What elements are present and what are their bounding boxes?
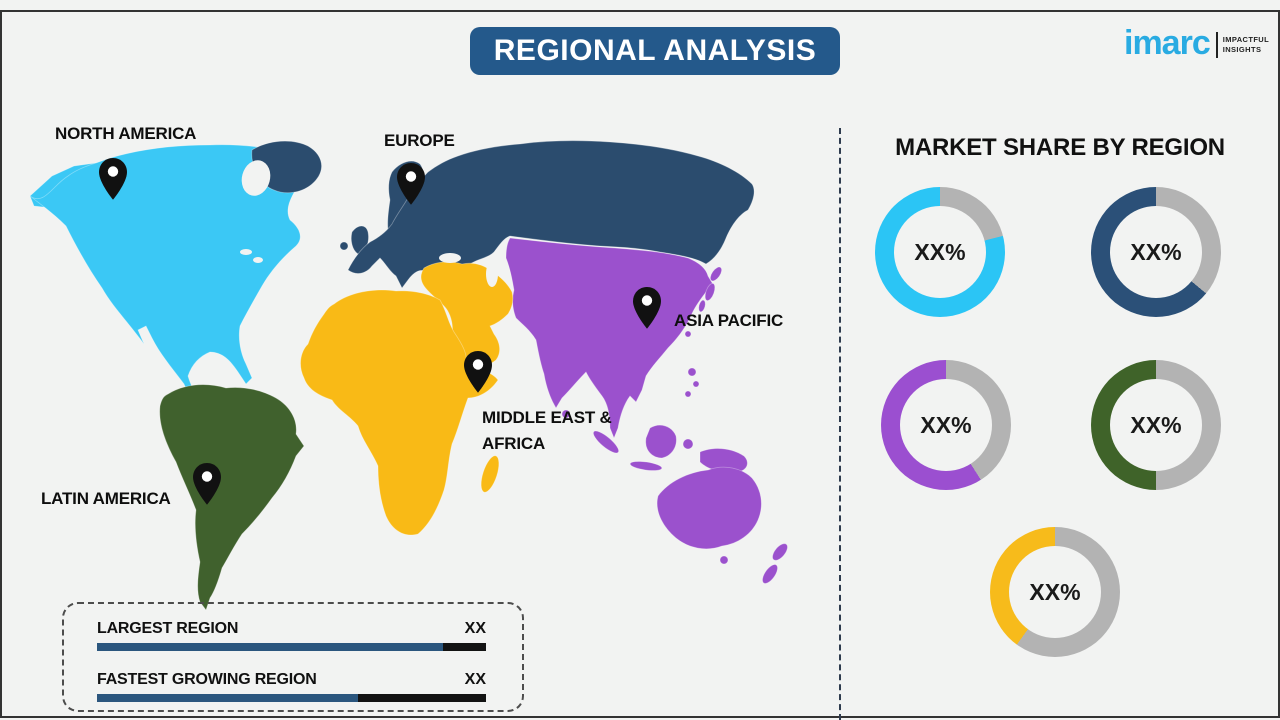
imarc-logo: imarc IMPACTFUL INSIGHTS	[1124, 26, 1269, 60]
donut-north-america: XX%	[875, 187, 1005, 317]
map-pin-north-america	[99, 158, 127, 200]
legend-bar-track	[97, 643, 486, 651]
south-america	[159, 384, 305, 611]
donut-hole	[1110, 379, 1202, 471]
donut-latin-america: XX%	[1091, 360, 1221, 490]
label-asia-pacific: ASIA PACIFIC	[674, 311, 784, 330]
donut-hole	[894, 206, 986, 298]
label-middle-east-africa: MIDDLE EAST & AFRICA	[482, 405, 612, 457]
legend-value: XX	[464, 620, 486, 637]
water-overlays	[240, 160, 498, 287]
philippines-1	[687, 367, 697, 377]
legend-bar-track	[97, 694, 486, 702]
caspian-sea	[486, 261, 498, 287]
donut-asia-pacific: XX%	[881, 360, 1011, 490]
map-pin-europe	[397, 163, 425, 205]
new-zealand-north	[772, 543, 788, 561]
title-banner: REGIONAL ANALYSIS	[470, 27, 840, 75]
imarc-wordmark: imarc	[1124, 24, 1211, 62]
great-lake-2	[253, 257, 263, 263]
ireland	[339, 241, 349, 251]
sulawesi	[682, 438, 694, 450]
donut-hole	[900, 379, 992, 471]
label-europe: EUROPE	[384, 131, 455, 150]
tasmania	[719, 555, 729, 565]
donut-europe: XX%	[1091, 187, 1221, 317]
tagline-line2: INSIGHTS	[1222, 45, 1262, 54]
legend-row-fastest: FASTEST GROWING REGION XX	[97, 669, 486, 702]
logo-divider	[1215, 32, 1218, 58]
legend-value: XX	[464, 671, 486, 688]
legend-bar-fill	[97, 643, 444, 651]
sumatra	[592, 430, 620, 454]
region-middle-east-africa	[300, 261, 514, 536]
philippines-2	[692, 380, 700, 388]
black-sea	[439, 253, 461, 263]
tagline-line1: IMPACTFUL	[1222, 35, 1270, 45]
taiwan	[684, 330, 692, 338]
hudson-bay	[241, 160, 271, 196]
page-title: REGIONAL ANALYSIS	[493, 34, 817, 67]
legend-label: FASTEST GROWING REGION	[97, 671, 317, 688]
java	[629, 461, 663, 471]
japan-main	[704, 283, 716, 301]
donut-hole	[1009, 546, 1101, 638]
legend-label: LARGEST REGION	[97, 620, 239, 637]
donut-value-label: XX%	[1130, 411, 1182, 438]
map-pin-middle-east-africa	[464, 351, 492, 393]
new-zealand-south	[762, 564, 778, 584]
label-line2: AFRICA	[482, 434, 546, 453]
market-share-heading: MARKET SHARE BY REGION	[895, 134, 1225, 161]
sri-lanka	[561, 409, 571, 419]
donut-hole	[1110, 206, 1202, 298]
philippines-3	[684, 390, 692, 398]
vertical-dashed-divider	[839, 128, 841, 720]
africa	[300, 289, 499, 536]
region-asia-pacific	[505, 237, 788, 584]
donut-value-label: XX%	[1029, 578, 1081, 605]
japan-south	[698, 299, 706, 313]
donut-value-label: XX%	[914, 238, 966, 265]
label-line1: MIDDLE EAST &	[482, 408, 612, 427]
donut-middle-east-africa: XX%	[990, 527, 1120, 657]
region-latin-america	[159, 384, 305, 611]
donut-value-label: XX%	[920, 411, 972, 438]
label-north-america: NORTH AMERICA	[55, 124, 197, 143]
borneo	[645, 424, 677, 459]
japan-north	[709, 266, 723, 282]
legend-box: LARGEST REGION XX FASTEST GROWING REGION…	[62, 602, 524, 712]
australia	[656, 466, 762, 550]
map-pin-asia-pacific	[633, 287, 661, 329]
donut-value-label: XX%	[1130, 238, 1182, 265]
map-pin-latin-america	[193, 463, 221, 505]
label-latin-america: LATIN AMERICA	[41, 489, 171, 508]
great-lake-1	[240, 249, 252, 255]
madagascar	[480, 455, 500, 493]
legend-bar-fill	[97, 694, 358, 702]
asia-mainland	[505, 237, 715, 440]
legend-row-largest: LARGEST REGION XX	[97, 618, 486, 651]
logo-tagline: IMPACTFUL INSIGHTS	[1223, 35, 1269, 55]
